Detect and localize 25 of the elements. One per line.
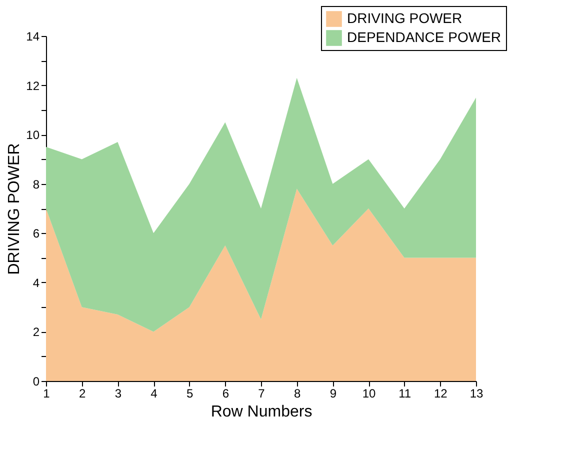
- legend-label: DEPENDANCE POWER: [347, 29, 502, 45]
- x-tick-label: 6: [222, 386, 230, 400]
- x-tick-label: 3: [114, 386, 122, 400]
- x-tick-label: 2: [78, 386, 86, 400]
- x-tick-label: 9: [330, 386, 337, 400]
- x-tick-label: 7: [258, 386, 266, 400]
- x-tick-label: 5: [186, 386, 194, 400]
- y-tick-label: 14: [26, 30, 40, 44]
- x-tick-label: 8: [294, 386, 301, 400]
- y-tick-label: 8: [32, 177, 40, 192]
- x-axis-title: Row Numbers: [210, 404, 312, 420]
- y-tick-label: 10: [26, 128, 40, 142]
- x-tick-label: 1: [43, 386, 50, 400]
- y-tick-label: 12: [26, 78, 40, 93]
- y-tick-label: 6: [32, 226, 40, 241]
- x-tick-label: 4: [150, 386, 158, 400]
- x-tick-label: 10: [362, 386, 376, 400]
- y-tick-label: 2: [32, 325, 40, 340]
- legend-label: DRIVING POWER: [347, 10, 462, 26]
- x-tick-label: 13: [470, 386, 484, 400]
- x-tick-label: 11: [398, 386, 412, 400]
- y-tick-label: 0: [32, 374, 40, 388]
- x-tick-label: 12: [434, 386, 448, 400]
- y-axis-title: DRIVING POWER: [6, 143, 24, 275]
- y-tick-label: 4: [32, 276, 40, 290]
